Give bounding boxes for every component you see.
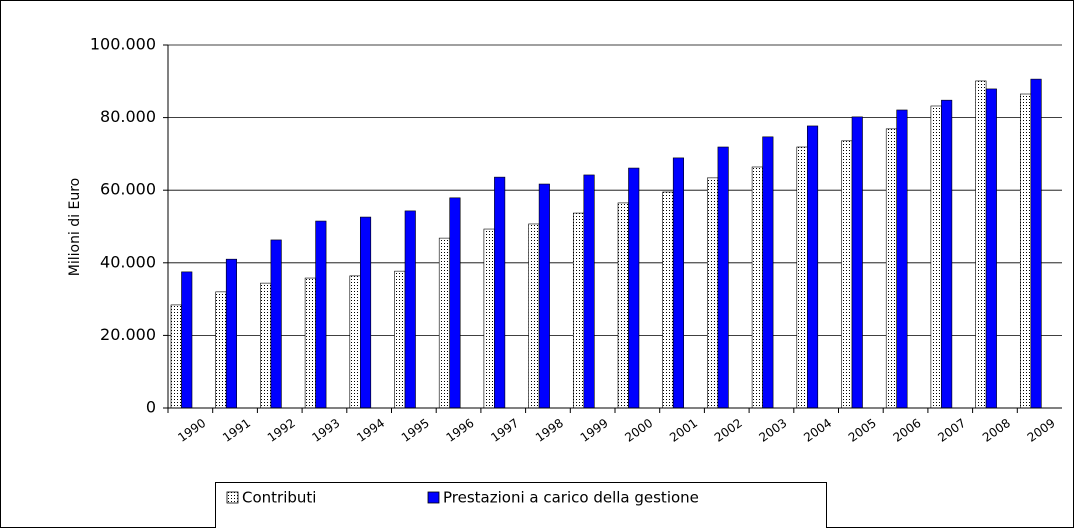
bar xyxy=(851,116,863,409)
bar xyxy=(672,157,685,409)
y-tick-label: 40.000 xyxy=(100,252,156,271)
bar xyxy=(494,176,506,409)
bar xyxy=(359,216,372,409)
bar xyxy=(751,166,763,409)
bar xyxy=(181,271,193,409)
bar xyxy=(762,136,774,409)
bar xyxy=(215,291,227,409)
bar xyxy=(1019,93,1032,409)
bar xyxy=(583,174,595,409)
y-tick-label: 0 xyxy=(146,398,156,417)
bar xyxy=(538,183,550,409)
bar xyxy=(528,223,540,409)
y-tick-label: 60.000 xyxy=(100,180,156,199)
bar xyxy=(985,88,997,409)
bar xyxy=(1030,78,1042,409)
bar xyxy=(438,237,451,409)
bar xyxy=(270,239,282,409)
legend-label: Prestazioni a carico della gestione xyxy=(443,489,699,507)
y-tick-label: 100.000 xyxy=(90,35,156,54)
bar xyxy=(449,197,461,409)
bar xyxy=(707,177,719,409)
legend-label: Contributi xyxy=(242,489,316,507)
bar xyxy=(304,277,316,409)
bar xyxy=(796,146,808,409)
bar xyxy=(841,140,853,409)
bar xyxy=(885,128,898,409)
bar xyxy=(572,212,585,409)
bar xyxy=(483,228,495,409)
bar xyxy=(662,191,674,409)
legend-swatch xyxy=(226,491,239,504)
bar xyxy=(170,304,182,409)
bar xyxy=(806,125,819,409)
bar xyxy=(941,99,953,409)
bar xyxy=(896,109,908,409)
bar xyxy=(717,146,729,409)
bar xyxy=(315,220,327,409)
y-axis-label: Milioni di Euro xyxy=(67,178,83,277)
bar xyxy=(260,282,272,409)
bar xyxy=(349,275,361,409)
bar xyxy=(225,258,237,409)
bar xyxy=(617,202,629,409)
bar xyxy=(975,80,987,409)
y-tick-label: 80.000 xyxy=(100,107,156,126)
bar xyxy=(394,270,406,409)
legend xyxy=(215,482,827,528)
bar xyxy=(628,167,640,409)
bar xyxy=(404,210,416,409)
bar xyxy=(930,105,942,409)
y-tick-label: 20.000 xyxy=(100,325,156,344)
legend-swatch xyxy=(427,491,440,504)
